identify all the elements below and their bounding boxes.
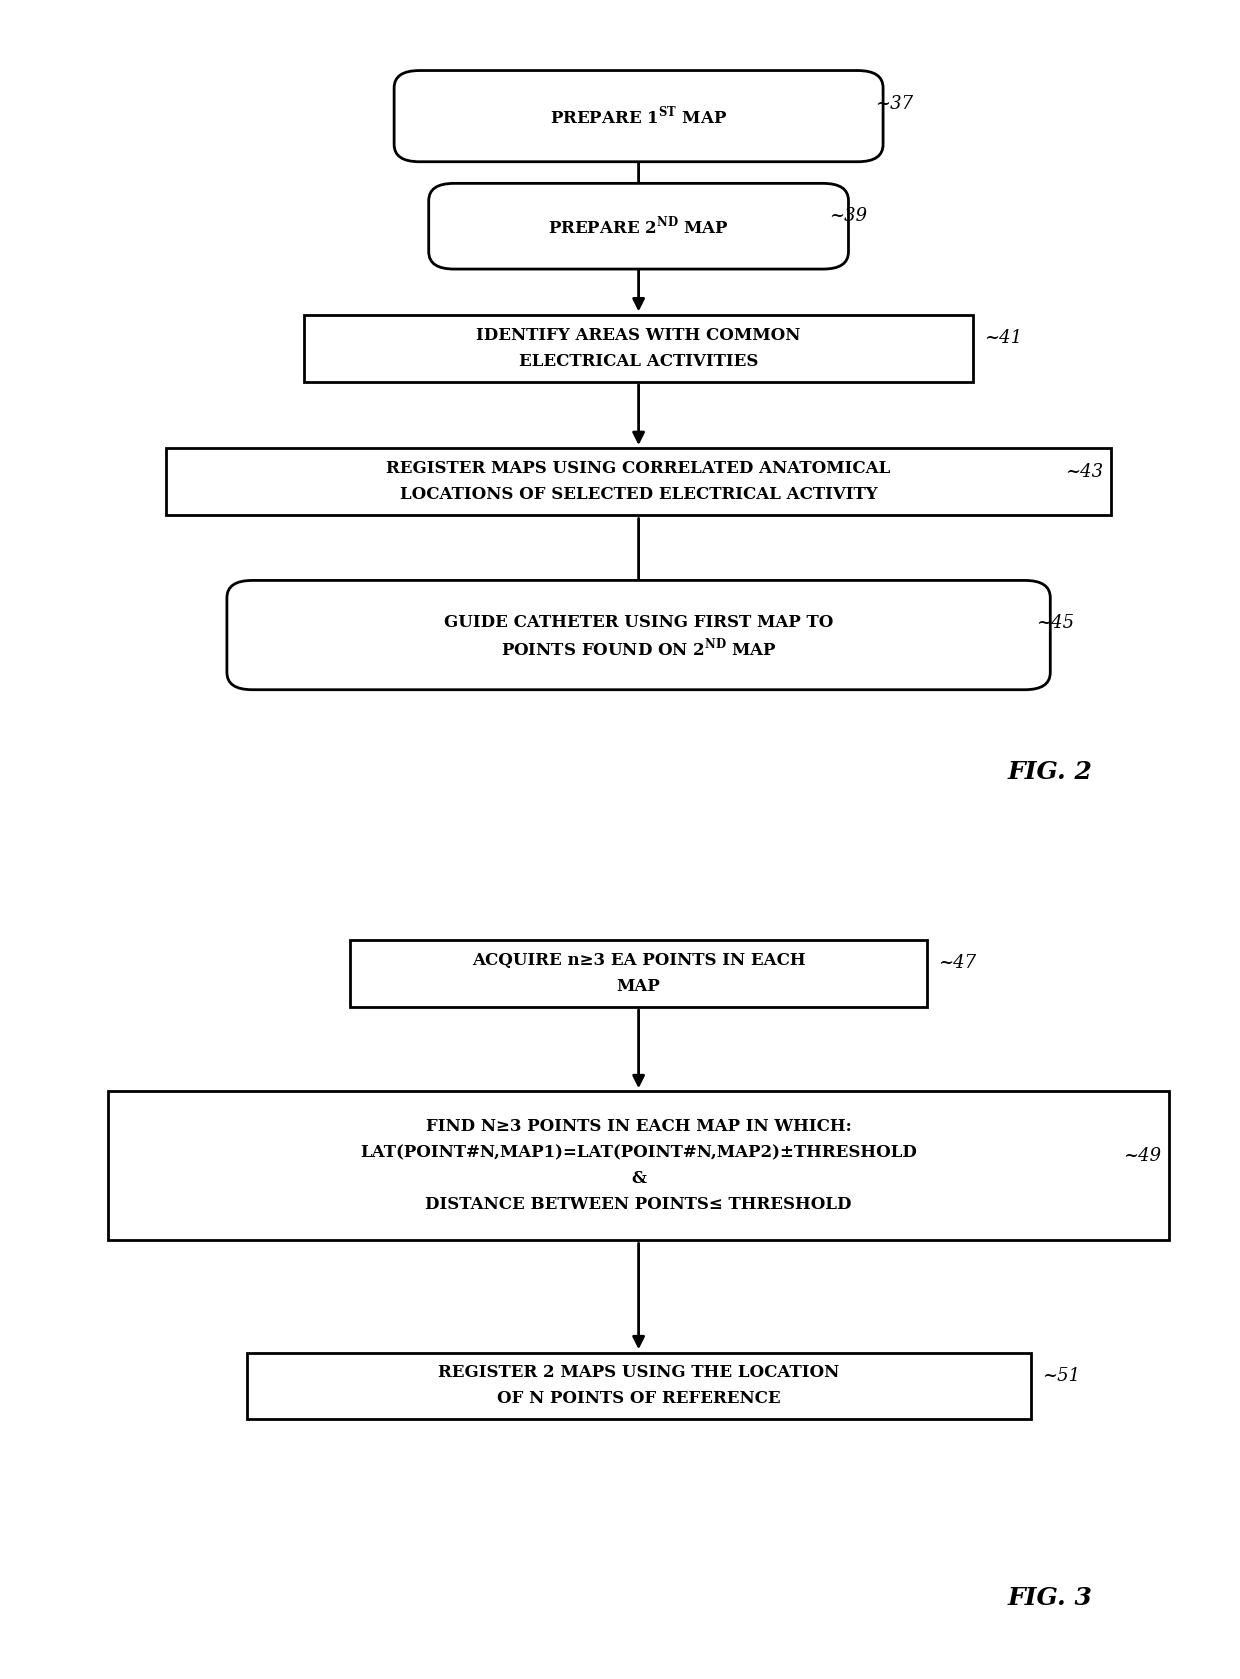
Text: PREPARE 1$^{\mathregular{ST}}$ MAP: PREPARE 1$^{\mathregular{ST}}$ MAP (551, 104, 727, 128)
Text: IDENTIFY AREAS WITH COMMON: IDENTIFY AREAS WITH COMMON (476, 327, 801, 344)
Text: PREPARE 2$^{\mathregular{ND}}$ MAP: PREPARE 2$^{\mathregular{ND}}$ MAP (548, 215, 729, 237)
FancyBboxPatch shape (247, 1353, 1030, 1419)
Text: MAP: MAP (616, 977, 661, 994)
FancyBboxPatch shape (351, 940, 928, 1007)
FancyBboxPatch shape (227, 581, 1050, 690)
Text: &: & (631, 1170, 646, 1187)
Text: ACQUIRE n≥3 EA POINTS IN EACH: ACQUIRE n≥3 EA POINTS IN EACH (471, 952, 806, 969)
Text: ~39: ~39 (828, 207, 867, 225)
FancyBboxPatch shape (304, 314, 973, 381)
Text: LAT(POINT#N,MAP1)=LAT(POINT#N,MAP2)±THRESHOLD: LAT(POINT#N,MAP1)=LAT(POINT#N,MAP2)±THRE… (360, 1145, 918, 1162)
Text: ~47: ~47 (939, 954, 977, 972)
FancyBboxPatch shape (394, 71, 883, 161)
Text: DISTANCE BETWEEN POINTS≤ THRESHOLD: DISTANCE BETWEEN POINTS≤ THRESHOLD (425, 1195, 852, 1214)
Text: ~37: ~37 (875, 96, 913, 114)
Text: REGISTER MAPS USING CORRELATED ANATOMICAL: REGISTER MAPS USING CORRELATED ANATOMICA… (387, 460, 890, 477)
FancyBboxPatch shape (429, 183, 848, 269)
Text: ~51: ~51 (1042, 1367, 1080, 1385)
Text: GUIDE CATHETER USING FIRST MAP TO: GUIDE CATHETER USING FIRST MAP TO (444, 613, 833, 631)
Text: FIG. 2: FIG. 2 (1008, 761, 1092, 784)
Text: ELECTRICAL ACTIVITIES: ELECTRICAL ACTIVITIES (518, 353, 759, 369)
Text: OF N POINTS OF REFERENCE: OF N POINTS OF REFERENCE (497, 1390, 780, 1407)
Text: REGISTER 2 MAPS USING THE LOCATION: REGISTER 2 MAPS USING THE LOCATION (438, 1365, 839, 1382)
Text: POINTS FOUND ON 2$^{\mathregular{ND}}$ MAP: POINTS FOUND ON 2$^{\mathregular{ND}}$ M… (501, 636, 776, 660)
FancyBboxPatch shape (108, 1091, 1169, 1241)
Text: ~49: ~49 (1123, 1147, 1161, 1165)
Text: FIND N≥3 POINTS IN EACH MAP IN WHICH:: FIND N≥3 POINTS IN EACH MAP IN WHICH: (425, 1118, 852, 1135)
Text: LOCATIONS OF SELECTED ELECTRICAL ACTIVITY: LOCATIONS OF SELECTED ELECTRICAL ACTIVIT… (399, 487, 878, 504)
Text: ~43: ~43 (1065, 462, 1104, 480)
FancyBboxPatch shape (166, 448, 1111, 515)
Text: ~41: ~41 (985, 329, 1023, 348)
Text: ~45: ~45 (1037, 615, 1075, 633)
Text: FIG. 3: FIG. 3 (1008, 1587, 1092, 1610)
